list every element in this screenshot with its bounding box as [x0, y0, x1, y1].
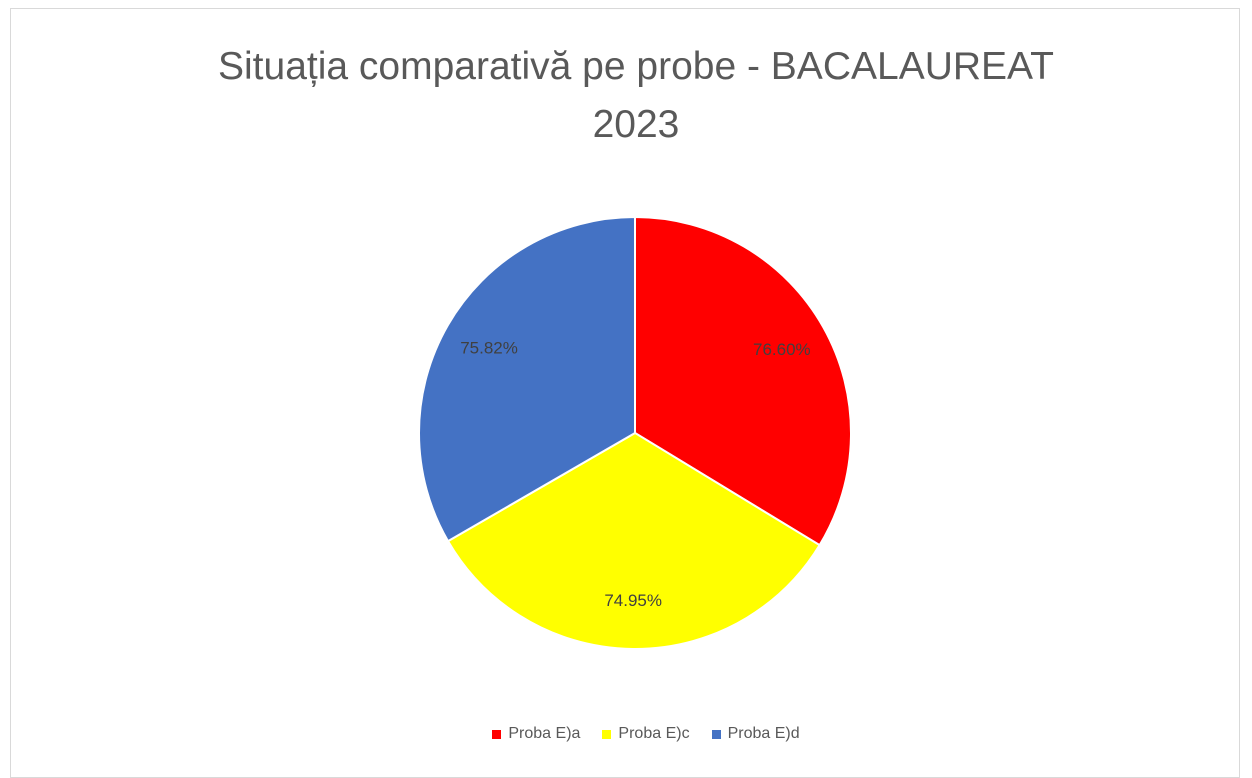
- legend: Proba E)a Proba E)c Proba E)d: [0, 725, 1252, 743]
- data-label: 75.82%: [460, 338, 518, 357]
- legend-label: Proba E)a: [508, 725, 581, 742]
- legend-item: Proba E)a: [492, 725, 580, 743]
- pie-slice: [634, 215, 852, 547]
- data-label: 76.60%: [753, 340, 811, 359]
- legend-swatch: [602, 729, 612, 739]
- pie-slice: [418, 215, 636, 543]
- legend-label: Proba E)d: [727, 725, 800, 742]
- pie-slice: [446, 431, 821, 650]
- legend-label: Proba E)c: [618, 725, 690, 742]
- legend-swatch: [711, 729, 721, 739]
- data-label: 74.95%: [604, 591, 662, 610]
- legend-swatch: [492, 729, 502, 739]
- legend-item: Proba E)c: [602, 725, 690, 743]
- chart-title: Situația comparativă pe probe - BACALAUR…: [218, 45, 1054, 146]
- legend-item: Proba E)d: [711, 725, 800, 743]
